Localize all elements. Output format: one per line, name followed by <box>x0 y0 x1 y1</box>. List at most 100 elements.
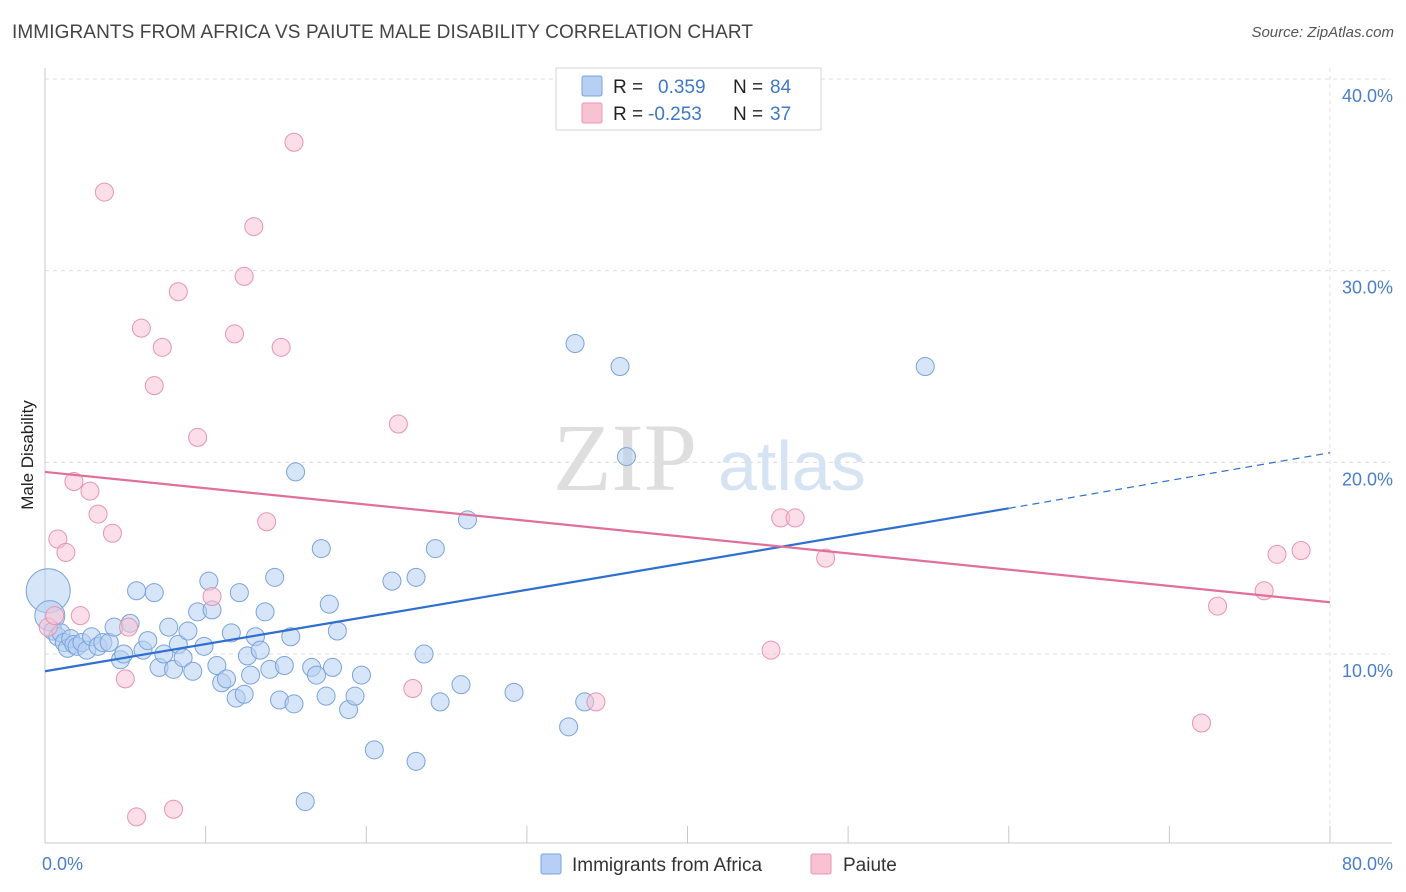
africa-point-79 <box>610 357 630 376</box>
africa-point-34 <box>199 571 219 591</box>
africa-point-81 <box>915 357 935 376</box>
africa-point-20 <box>127 581 147 601</box>
paiute-point-9 <box>102 523 122 543</box>
series-paiute-points <box>38 132 1311 827</box>
africa-point-71 <box>425 539 445 559</box>
paiute-point-1 <box>45 606 65 626</box>
africa-point-61 <box>323 657 343 677</box>
africa-point-57 <box>306 665 326 685</box>
paiute-point-24 <box>271 337 291 357</box>
legend-r-label-2: R = <box>613 104 643 125</box>
africa-point-59 <box>316 686 336 706</box>
legend-r-value-1: 0.359 <box>658 77 706 98</box>
series-legend-label-africa: Immigrants from Africa <box>572 855 762 876</box>
trend-line-africa-extension <box>1008 452 1331 509</box>
data-points <box>25 132 1311 827</box>
paiute-point-13 <box>131 318 151 338</box>
x-tick-label-max: 80.0% <box>1342 854 1393 874</box>
paiute-point-31 <box>785 508 805 528</box>
paiute-point-34 <box>1208 596 1228 616</box>
africa-point-55 <box>295 792 315 812</box>
paiute-point-20 <box>225 324 245 344</box>
trend-line-africa <box>44 507 1009 673</box>
legend-n-value-2: 37 <box>770 104 791 125</box>
africa-point-26 <box>159 617 179 637</box>
paiute-point-37 <box>1291 541 1311 560</box>
africa-point-22 <box>138 631 158 651</box>
paiute-point-29 <box>761 640 781 660</box>
africa-point-46 <box>250 640 270 660</box>
paiute-point-14 <box>144 376 164 396</box>
chart-title: IMMIGRANTS FROM AFRICA VS PAIUTE MALE DI… <box>12 22 754 43</box>
africa-point-42 <box>234 684 254 704</box>
stats-legend: R = 0.359 N = 84 R = -0.253 N = 37 <box>555 67 822 131</box>
paiute-point-36 <box>1267 544 1287 564</box>
africa-point-60 <box>319 594 339 614</box>
paiute-point-33 <box>1192 713 1211 733</box>
legend-swatch-blue <box>581 75 603 97</box>
africa-point-47 <box>255 602 275 622</box>
africa-point-76 <box>559 717 579 737</box>
y-tick-label-40: 40.0% <box>1342 86 1393 106</box>
africa-point-64 <box>345 686 365 706</box>
paiute-point-7 <box>88 504 108 524</box>
paiute-point-22 <box>244 217 264 237</box>
trend-lines <box>44 452 1331 673</box>
paiute-point-16 <box>164 799 183 819</box>
axes: 10.0% 20.0% 30.0% 40.0% 0.0% 80.0% <box>42 68 1393 874</box>
africa-point-51 <box>274 656 294 675</box>
series-legend: Immigrants from Africa Paiute <box>540 853 897 876</box>
paiute-point-25 <box>284 132 304 152</box>
africa-point-23 <box>144 583 164 603</box>
paiute-point-11 <box>119 617 139 637</box>
legend-r-value-2: -0.253 <box>648 104 702 125</box>
africa-point-58 <box>311 539 331 559</box>
paiute-point-3 <box>56 542 76 562</box>
paiute-point-27 <box>403 679 423 698</box>
africa-point-38 <box>217 669 237 689</box>
legend-n-value-1: 84 <box>770 77 792 98</box>
africa-point-36 <box>207 656 227 675</box>
y-tick-label-10: 10.0% <box>1342 661 1393 681</box>
africa-point-70 <box>414 644 434 664</box>
africa-point-52 <box>281 627 301 647</box>
legend-n-label-1: N = <box>733 77 763 98</box>
paiute-point-18 <box>188 427 208 447</box>
legend-r-label-1: R = <box>613 77 643 98</box>
watermark-atlas: atlas <box>718 427 866 505</box>
africa-point-68 <box>406 567 426 587</box>
legend-swatch-pink <box>581 102 603 124</box>
series-africa-points <box>25 334 935 812</box>
paiute-point-32 <box>816 548 836 568</box>
africa-point-41 <box>229 583 249 603</box>
africa-point-31 <box>183 661 203 681</box>
africa-point-30 <box>178 621 198 641</box>
africa-point-73 <box>451 675 471 695</box>
africa-point-75 <box>504 682 524 702</box>
africa-point-67 <box>382 571 402 591</box>
paiute-point-26 <box>388 414 408 434</box>
chart-source: Source: ZipAtlas.com <box>1251 24 1394 41</box>
legend-n-label-2: N = <box>733 104 763 125</box>
africa-point-72 <box>430 692 450 712</box>
series-legend-swatch-pink <box>810 853 832 875</box>
paiute-point-21 <box>234 266 254 286</box>
africa-point-66 <box>364 740 384 760</box>
africa-point-80 <box>616 447 636 467</box>
y-tick-label-20: 20.0% <box>1342 469 1393 489</box>
paiute-point-10 <box>115 669 135 689</box>
trend-line-paiute <box>44 470 1331 604</box>
africa-point-39 <box>221 623 241 643</box>
paiute-point-12 <box>127 807 147 827</box>
africa-point-65 <box>351 665 371 685</box>
africa-point-77 <box>565 334 585 353</box>
paiute-point-15 <box>152 337 172 357</box>
paiute-point-5 <box>70 606 90 626</box>
africa-point-18 <box>114 644 134 664</box>
africa-point-49 <box>265 567 285 587</box>
paiute-point-4 <box>64 472 84 491</box>
paiute-point-19 <box>202 587 222 606</box>
watermark: ZIP atlas <box>553 404 866 511</box>
paiute-point-8 <box>94 182 114 202</box>
